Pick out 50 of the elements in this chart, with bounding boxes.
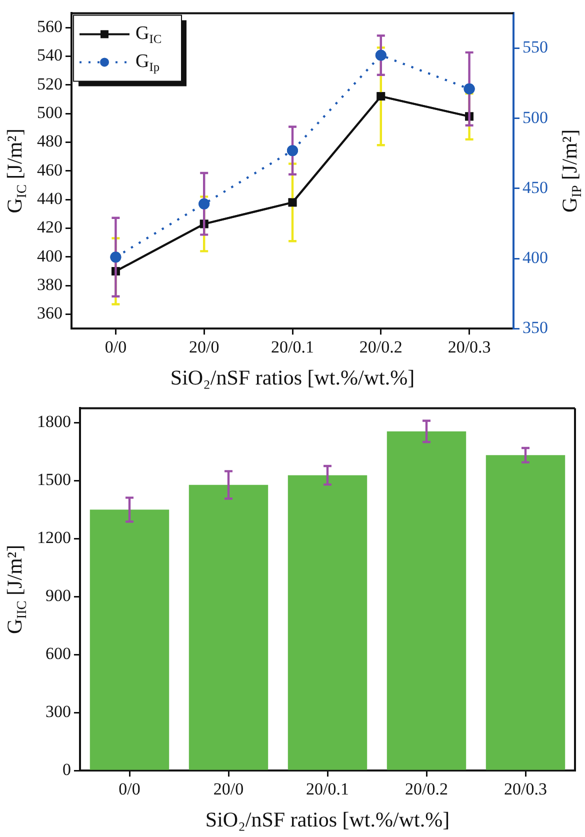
y-tick-label: 1800 — [37, 412, 71, 432]
bar — [486, 455, 566, 770]
y-tick-label: 500 — [37, 103, 62, 122]
y-tick-label: 360 — [37, 304, 62, 323]
bar — [90, 510, 170, 770]
point — [376, 92, 386, 101]
y-tick-label: 600 — [46, 644, 71, 664]
x-tick-label: 20/0.1 — [306, 779, 349, 798]
y2-tick-label: 400 — [522, 248, 548, 267]
y-tick-label: 520 — [37, 74, 62, 94]
x-axis-title: SiO₂/nSF ratios [wt.%/wt.%] — [205, 808, 450, 832]
y2-tick-label: 550 — [522, 38, 548, 57]
y2-axis-title: GIP [J/m²] — [558, 129, 584, 212]
bar — [188, 484, 268, 770]
point — [110, 252, 122, 263]
y2-tick-label: 350 — [522, 318, 548, 338]
y-tick-label: 1200 — [37, 528, 71, 548]
x-tick-label: 20/0.3 — [448, 337, 491, 356]
y-axis-title: GIIC [J/m²] — [2, 544, 29, 634]
y-tick-label: 540 — [37, 46, 62, 65]
x-tick-label: 20/0.1 — [271, 337, 314, 356]
y-tick-label: 900 — [46, 586, 71, 606]
bar — [288, 475, 368, 770]
point — [375, 50, 386, 61]
y-tick-label: 400 — [37, 246, 62, 266]
y-tick-label: 460 — [37, 160, 62, 180]
x-tick-label: 0/0 — [104, 337, 127, 356]
point — [288, 198, 297, 207]
x-tick-label: 20/0.2 — [405, 779, 448, 798]
bar — [386, 431, 466, 770]
x-tick-label: 0/0 — [118, 779, 140, 798]
y2-tick-label: 450 — [522, 178, 548, 197]
x-tick-label: 20/0.3 — [504, 779, 547, 798]
y-tick-label: 440 — [37, 189, 62, 208]
x-tick-label: 20/0.2 — [359, 337, 402, 356]
y-tick-label: 300 — [46, 702, 71, 722]
y-tick-label: 1500 — [37, 470, 71, 490]
point — [287, 145, 298, 156]
x-tick-label: 20/0 — [188, 337, 220, 356]
y-tick-label: 420 — [37, 218, 62, 237]
y-tick-label: 560 — [37, 17, 62, 36]
y-tick-label: 380 — [37, 275, 62, 294]
y-axis-title: GIC [J/m²] — [2, 128, 29, 214]
y-tick-label: 480 — [37, 132, 62, 151]
y-tick-label: 0 — [62, 760, 71, 780]
point — [464, 83, 475, 94]
y2-tick-label: 500 — [522, 108, 548, 127]
x-axis-title: SiO₂/nSF ratios [wt.%/wt.%] — [170, 366, 415, 390]
x-tick-label: 20/0 — [213, 779, 244, 798]
point — [198, 198, 210, 210]
